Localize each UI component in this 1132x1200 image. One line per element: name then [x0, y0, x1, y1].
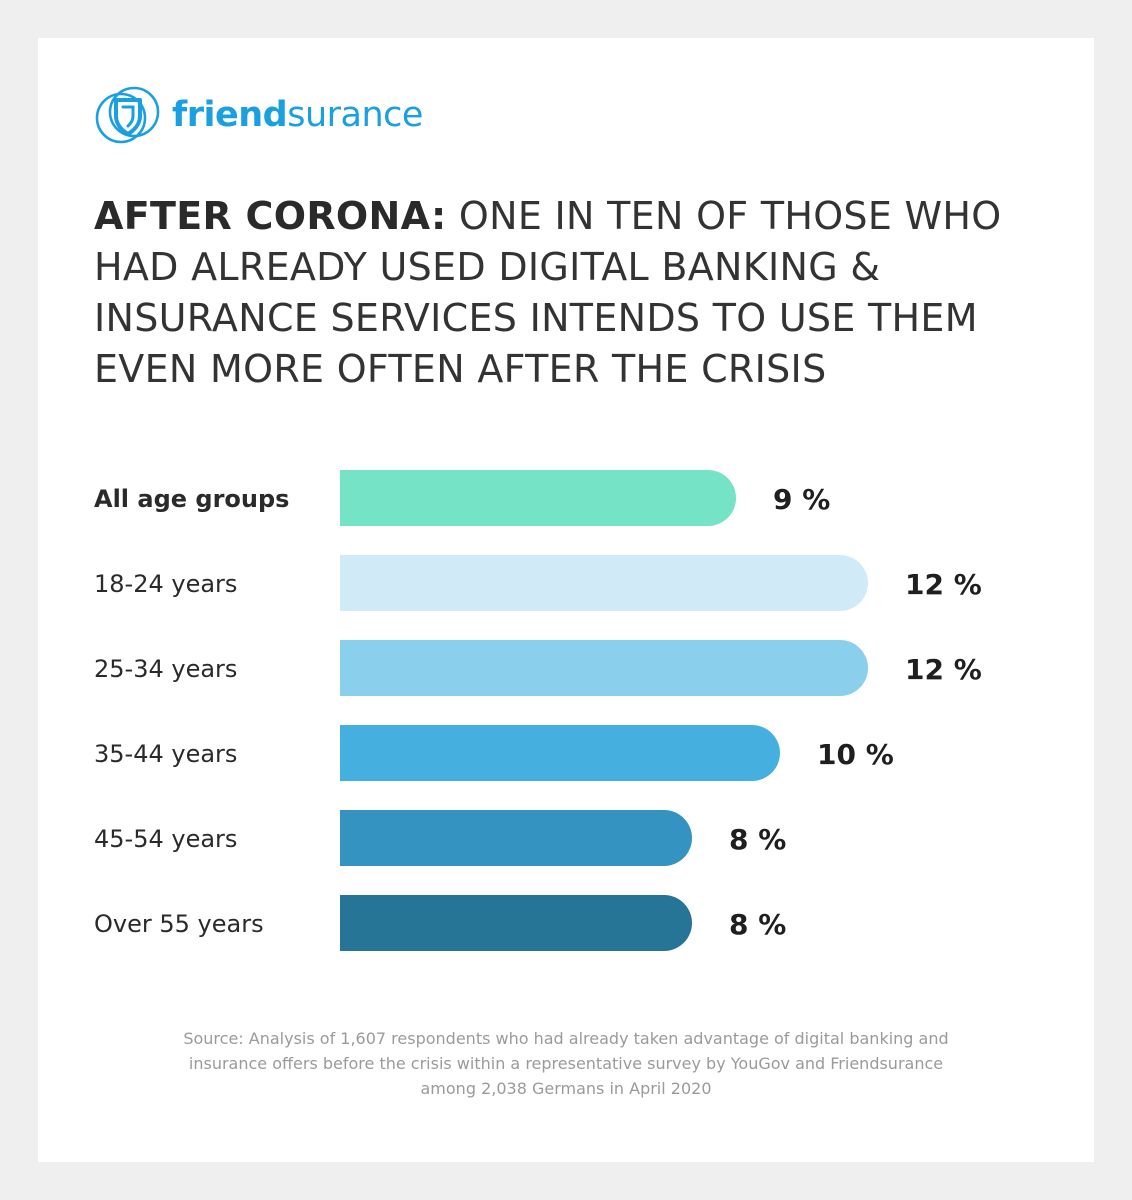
- value-label-45-54-years: 8 %: [729, 823, 786, 856]
- bar-45-54-years: [340, 810, 692, 866]
- bar-all-age-groups: [340, 470, 736, 526]
- bar-25-34-years: [340, 640, 868, 696]
- brand-wordmark: friendsurance: [172, 94, 423, 135]
- headline-text: ONE IN TEN OF THOSE WHO HAD ALREADY USED…: [94, 194, 1002, 391]
- category-label-18-24-years: 18-24 years: [94, 570, 237, 598]
- value-label-all-age-groups: 9 %: [773, 483, 830, 516]
- value-label-over-55-years: 8 %: [729, 908, 786, 941]
- brand-wordmark-bold: friend: [172, 94, 288, 135]
- brand-logo: friendsurance: [94, 82, 423, 148]
- category-label-45-54-years: 45-54 years: [94, 825, 237, 853]
- category-label-35-44-years: 35-44 years: [94, 740, 237, 768]
- shield-logo-icon: [95, 86, 160, 144]
- category-label-over-55-years: Over 55 years: [94, 910, 264, 938]
- bar-35-44-years: [340, 725, 780, 781]
- brand-wordmark-light: surance: [287, 94, 423, 135]
- value-label-35-44-years: 10 %: [817, 738, 894, 771]
- headline-bold: AFTER CORONA:: [94, 194, 447, 238]
- bar-chart: All age groups 9 % 18-24 years 12 % 25-34 ye…: [94, 470, 982, 951]
- value-label-18-24-years: 12 %: [905, 568, 982, 601]
- category-label-25-34-years: 25-34 years: [94, 655, 237, 683]
- bar-18-24-years: [340, 555, 868, 611]
- category-label-all-age-groups: All age groups: [94, 485, 289, 513]
- infographic-card: friendsurance AFTER CORONA: ONE IN TEN O…: [38, 38, 1094, 1162]
- source-note: Source: Analysis of 1,607 respondents wh…: [183, 1029, 949, 1098]
- bar-over-55-years: [340, 895, 692, 951]
- value-label-25-34-years: 12 %: [905, 653, 982, 686]
- headline: AFTER CORONA: ONE IN TEN OF THOSE WHO HA…: [94, 191, 1084, 395]
